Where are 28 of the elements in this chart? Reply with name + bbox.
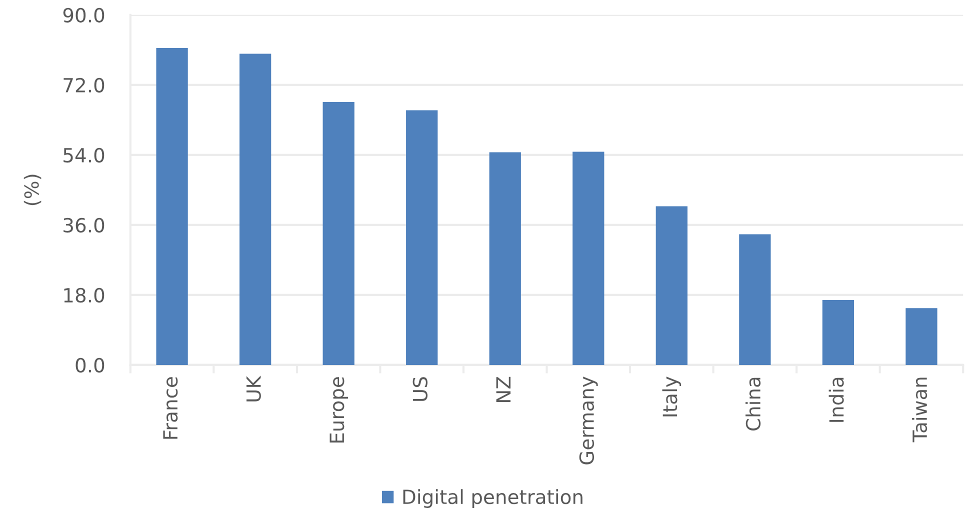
x-tick-label: NZ	[496, 376, 510, 402]
y-tick-label: 36.0	[64, 218, 104, 233]
x-tick-label: France	[163, 377, 178, 439]
bar	[239, 54, 272, 365]
x-tick-label: Italy	[662, 376, 682, 416]
y-tick-label: 90.0	[63, 8, 104, 23]
bar	[489, 152, 521, 365]
y-tick-label: 54.0	[64, 148, 104, 163]
bar	[572, 152, 604, 365]
x-tick-label: China	[746, 378, 761, 430]
x-tick-label: UK	[246, 376, 261, 402]
x-tick-label: India	[828, 378, 844, 422]
y-tick-label: 0.0	[76, 358, 104, 373]
y-tick-label: 18.0	[64, 288, 104, 303]
bar	[406, 110, 438, 365]
bar	[322, 102, 354, 365]
y-axis-title: (%)	[24, 174, 42, 206]
bar	[906, 308, 938, 365]
x-tick-label: Europe	[330, 377, 348, 443]
bar	[156, 48, 188, 365]
bar	[822, 300, 854, 365]
bar	[656, 206, 688, 365]
x-tick-label: Germany	[579, 376, 598, 464]
x-tick-label: Taiwan	[912, 378, 928, 442]
bar	[739, 234, 771, 365]
x-tick-label: US	[412, 377, 428, 401]
y-tick-label: 72.0	[64, 78, 104, 93]
legend-label: Digital penetration	[403, 489, 582, 508]
